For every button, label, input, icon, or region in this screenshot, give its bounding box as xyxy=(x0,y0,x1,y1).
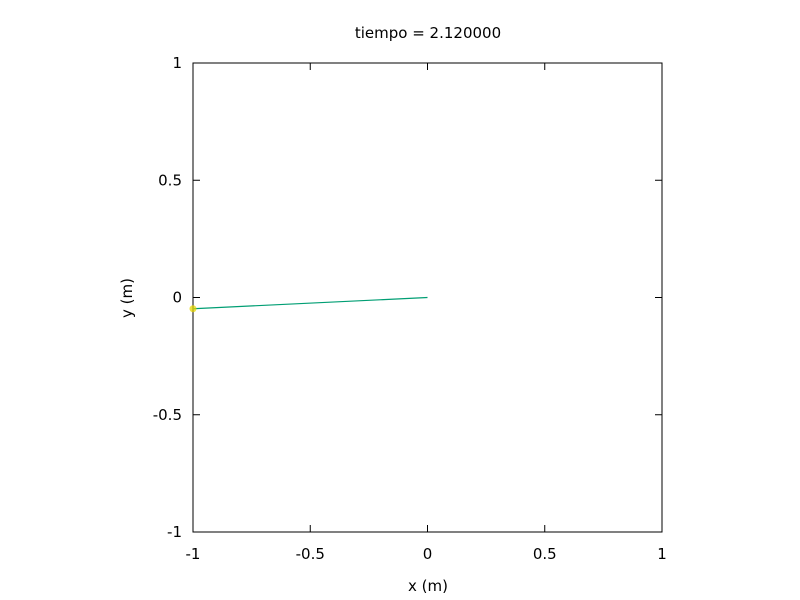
y-tick-label: 0.5 xyxy=(158,171,182,189)
x-tick-label: 0.5 xyxy=(533,545,557,563)
chart-title: tiempo = 2.120000 xyxy=(355,24,501,42)
pendulum-bob-point xyxy=(189,305,197,313)
pendulum-rod-line xyxy=(192,296,428,310)
y-tick-label: 0 xyxy=(172,289,182,307)
y-tick-label: 1 xyxy=(172,54,182,72)
x-tick-label: 1 xyxy=(657,545,667,563)
plot-area: -1 -0.5 0 0.5 1 -1 -0.5 0 0.5 1 xyxy=(153,54,667,563)
y-tick-label: -1 xyxy=(167,523,182,541)
x-tick-label: -1 xyxy=(186,545,201,563)
y-tick-label: -0.5 xyxy=(153,406,182,424)
x-tick-label: 0 xyxy=(423,545,433,563)
x-tick-label: -0.5 xyxy=(296,545,325,563)
y-axis-label: y (m) xyxy=(118,278,136,318)
x-axis-label: x (m) xyxy=(408,577,448,595)
